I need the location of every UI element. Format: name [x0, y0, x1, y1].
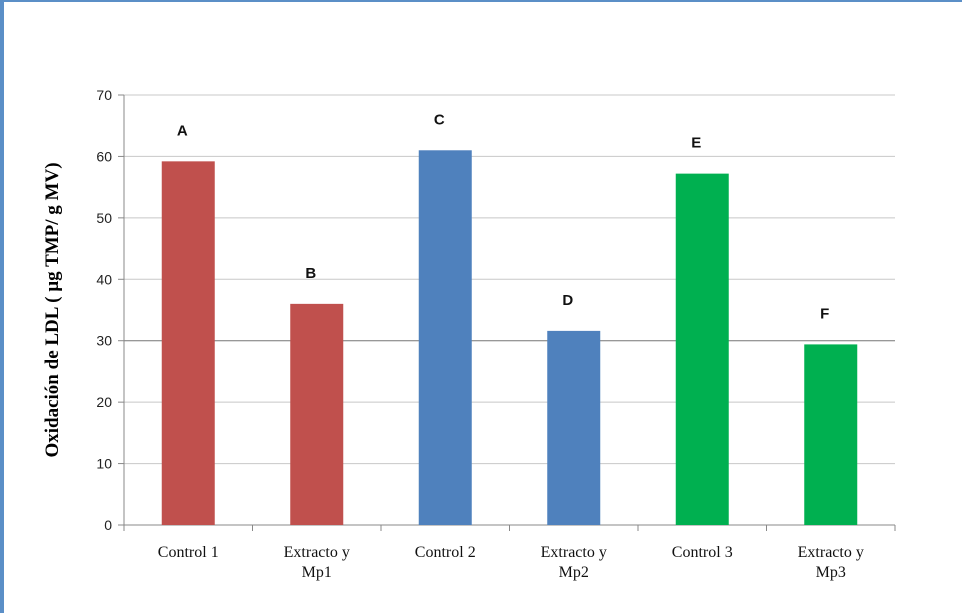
y-tick-label: 10: [96, 456, 112, 472]
bar: [161, 161, 215, 526]
y-tick-label: 60: [96, 148, 112, 164]
y-tick-label: 50: [96, 210, 112, 226]
y-tick-label: 20: [96, 394, 112, 410]
data-label: C: [434, 111, 445, 128]
bar: [418, 150, 472, 526]
bars: [161, 150, 858, 526]
bar: [804, 344, 858, 525]
y-tick-label: 0: [104, 517, 112, 533]
x-tick-label: Control 2: [415, 544, 476, 561]
bar: [547, 330, 601, 525]
y-axis-label: Oxidación de LDL ( µg TMP/ g MV): [42, 162, 63, 457]
gridlines: [124, 94, 895, 465]
y-tick-labels: 0 10 20 30 40 50 60 70: [96, 87, 112, 533]
bar: [675, 173, 729, 525]
axes: [118, 94, 896, 531]
data-label: E: [691, 135, 701, 152]
x-tick-labels: Control 1 Extracto y Mp1 Control 2 Extracto …: [158, 544, 864, 581]
x-tick-label: Control 1: [158, 544, 219, 561]
y-tick-label: 40: [96, 271, 112, 287]
x-tick-label: Control 3: [672, 544, 733, 561]
y-tick-label: 70: [96, 87, 112, 103]
x-tick-label: Extracto y Mp1: [284, 544, 350, 581]
data-labels: A B C D E F: [177, 111, 830, 322]
data-label: A: [177, 122, 188, 139]
data-label: B: [305, 265, 316, 282]
bar: [290, 303, 344, 525]
y-tick-label: 30: [96, 333, 112, 349]
x-tick-label: Extracto y Mp2: [541, 544, 607, 581]
x-tick-label: Extracto y Mp3: [798, 544, 864, 581]
data-label: F: [820, 305, 829, 322]
data-label: D: [562, 292, 573, 309]
